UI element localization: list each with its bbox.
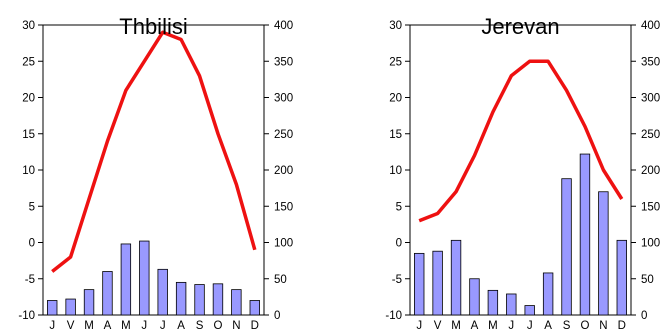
precip-bar [157, 268, 168, 316]
precip-bar [231, 289, 242, 316]
precip-bar [47, 300, 58, 316]
left-tick-label: 25 [389, 56, 402, 68]
precip-bar [414, 252, 425, 316]
precip-bar [102, 271, 113, 316]
left-tick-label: 5 [29, 201, 35, 213]
precip-bar [212, 283, 224, 316]
left-tick-label: 10 [22, 165, 35, 177]
month-label: A [544, 320, 552, 332]
right-tick-label: 250 [274, 129, 293, 141]
right-tick-label: 50 [641, 274, 654, 286]
right-tick-label: 150 [641, 201, 660, 213]
right-tick-label: 50 [274, 274, 287, 286]
precip-bar [83, 289, 95, 316]
left-tick-label: 30 [22, 20, 35, 32]
left-tick-label: 20 [389, 93, 402, 105]
month-label: A [177, 320, 185, 332]
precip-bar [65, 298, 76, 316]
right-tick-label: 100 [641, 238, 660, 250]
month-label: M [121, 320, 131, 332]
precip-bar [598, 191, 609, 316]
left-tick-label: 25 [22, 56, 35, 68]
left-tick-label: -10 [18, 310, 35, 322]
month-label: N [232, 320, 240, 332]
month-label: V [67, 320, 75, 332]
left-tick-label: 0 [29, 238, 35, 250]
month-label: S [196, 320, 204, 332]
right-tick-label: 200 [641, 165, 660, 177]
right-tick-label: 200 [274, 165, 293, 177]
month-label: J [141, 320, 147, 332]
temperature-line [418, 59, 624, 223]
month-label: J [527, 320, 533, 332]
temperature-line [51, 30, 257, 273]
precip-bar [120, 243, 132, 316]
month-label: M [451, 320, 461, 332]
precip-bar [249, 300, 260, 316]
right-tick-label: 150 [274, 201, 293, 213]
precip-bar [139, 240, 150, 316]
right-tick-label: 250 [641, 129, 660, 141]
precip-bar [487, 289, 499, 316]
precip-bar [175, 281, 187, 316]
precip-bar [432, 250, 443, 316]
month-label: A [471, 320, 479, 332]
month-label: N [599, 320, 607, 332]
month-label: V [434, 320, 442, 332]
right-tick-label: 100 [274, 238, 293, 250]
left-tick-label: -10 [385, 310, 402, 322]
month-label: M [84, 320, 94, 332]
month-label: J [416, 320, 422, 332]
month-label: M [488, 320, 498, 332]
left-tick-label: 15 [22, 129, 35, 141]
precip-bar [524, 305, 535, 316]
right-tick-label: 0 [274, 310, 280, 322]
month-label: J [49, 320, 55, 332]
chart-title: Jerevan [481, 14, 559, 39]
month-label: D [618, 320, 626, 332]
month-label: S [563, 320, 571, 332]
precip-bar [194, 284, 205, 316]
right-tick-label: 400 [641, 20, 660, 32]
left-tick-label: 5 [396, 201, 402, 213]
left-tick-label: 10 [389, 165, 402, 177]
month-label: O [213, 320, 222, 332]
left-tick-label: -5 [392, 274, 402, 286]
month-label: J [160, 320, 166, 332]
right-tick-label: 350 [274, 56, 293, 68]
right-tick-label: 300 [641, 93, 660, 105]
precip-bar [506, 293, 517, 316]
left-tick-label: 20 [22, 93, 35, 105]
precip-bar [561, 178, 572, 316]
precip-bar [542, 272, 554, 316]
chart-title: Thbilisi [119, 14, 187, 39]
month-label: O [580, 320, 589, 332]
right-tick-label: 350 [641, 56, 660, 68]
month-label: A [104, 320, 112, 332]
precip-bar [450, 239, 462, 316]
month-label: J [508, 320, 514, 332]
left-tick-label: 30 [389, 20, 402, 32]
precip-bar [579, 153, 591, 316]
precip-bar [469, 278, 480, 316]
precip-bar [616, 239, 627, 316]
right-tick-label: 400 [274, 20, 293, 32]
left-tick-label: 0 [396, 238, 402, 250]
right-tick-label: 0 [641, 310, 647, 322]
right-tick-label: 300 [274, 93, 293, 105]
left-tick-label: -5 [25, 274, 35, 286]
left-tick-label: 15 [389, 129, 402, 141]
month-label: D [251, 320, 259, 332]
